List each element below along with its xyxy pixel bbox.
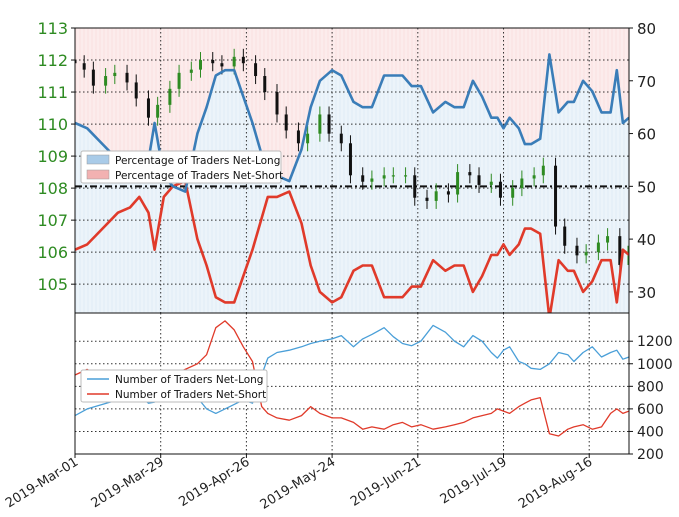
legends: Percentage of Traders Net-Long Percentage… [80, 150, 283, 403]
price-candle [211, 60, 215, 64]
price-candle [489, 181, 493, 185]
price-candles [75, 48, 629, 273]
price-candle [91, 69, 95, 86]
price-candle [339, 133, 343, 144]
price-candle [382, 175, 386, 179]
price-candle [254, 63, 258, 77]
price-candle [177, 72, 181, 89]
left-axis-tick-label: 105 [37, 275, 68, 294]
price-candle [327, 114, 331, 134]
left-axis-tick-label: 107 [37, 211, 68, 230]
left-axis-tick-label: 110 [37, 115, 68, 134]
price-candle [189, 69, 193, 73]
top-legend: Percentage of Traders Net-Long Percentage… [80, 150, 283, 184]
price-candle [125, 72, 129, 83]
price-candle [456, 172, 460, 195]
bottom-right-axis-tick-label: 1200 [637, 334, 673, 350]
price-candle [477, 175, 481, 185]
price-candle [361, 175, 365, 182]
price-candle [156, 104, 160, 118]
left-axis-tick-label: 111 [37, 83, 68, 102]
price-candle [370, 178, 374, 182]
right-axis-tick-label: 70 [637, 73, 656, 91]
right-axis-tick-label: 50 [637, 178, 656, 196]
price-candle [606, 236, 610, 243]
bottom-right-axis-tick-label: 200 [637, 447, 664, 463]
price-candle [554, 165, 558, 227]
price-candle [468, 172, 472, 176]
legend-swatch [86, 169, 110, 180]
legend-swatch [86, 154, 110, 165]
price-candle [575, 245, 579, 256]
x-axis-tick-label: 2019-Mar-01 [3, 455, 81, 512]
x-axis-tick-label: 2019-Jul-19 [438, 455, 510, 508]
price-candle [596, 242, 600, 253]
right-axis-tick-label: 40 [637, 231, 656, 249]
left-axis-tick-label: 113 [37, 19, 68, 38]
price-candle [348, 143, 352, 176]
x-axis-tick-label: 2019-Aug-16 [516, 455, 595, 512]
price-candle [134, 82, 138, 99]
price-candle [511, 188, 515, 198]
price-candle [168, 88, 172, 105]
left-axis-tick-label: 106 [37, 243, 68, 262]
price-candle [532, 175, 536, 179]
price-candle [306, 133, 310, 144]
legend-label: Number of Traders Net-Short [115, 389, 266, 401]
x-axis-tick-label: 2019-Apr-26 [176, 455, 252, 510]
legend-label: Percentage of Traders Net-Short [115, 170, 283, 182]
price-candle [263, 76, 267, 93]
price-candle [498, 181, 502, 198]
left-axis-tick-label: 108 [37, 179, 68, 198]
net-short-area [75, 28, 629, 192]
price-candle [146, 98, 150, 118]
left-axis-tick-label: 109 [37, 147, 68, 166]
price-candle [618, 236, 622, 265]
price-candle [82, 63, 86, 70]
right-axis-tick-label: 60 [637, 126, 656, 144]
price-candle [413, 175, 417, 198]
x-axis-tick-label: 2019-May-24 [258, 455, 339, 513]
price-candle [275, 92, 279, 115]
price-candle [434, 191, 438, 201]
price-candle [198, 60, 202, 70]
price-candle [232, 56, 236, 67]
price-candle [446, 191, 450, 195]
price-candle [220, 63, 224, 67]
panel-frames [74, 27, 630, 455]
net-long-pct-line [75, 53, 629, 193]
bottom-right-axis-tick-label: 400 [637, 424, 664, 440]
legend-label: Percentage of Traders Net-Long [115, 155, 280, 167]
bottom-panel-frame [74, 312, 630, 455]
price-candle [404, 175, 408, 177]
bottom-legend: Number of Traders Net-Long Number of Trad… [80, 369, 268, 403]
bottom-right-axis-tick-label: 1000 [637, 357, 673, 373]
right-axis-tick-label: 30 [637, 284, 656, 302]
right-axis-tick-label: 80 [637, 20, 656, 38]
legend-box [80, 369, 268, 403]
price-candle [75, 60, 77, 64]
legend-box [80, 150, 282, 184]
price-candle [391, 175, 395, 177]
price-candle [584, 252, 588, 256]
x-axis-tick-label: 2019-Jun-21 [348, 455, 424, 510]
net-long-area [75, 54, 629, 313]
x-axis-tick-label: 2019-Mar-29 [89, 455, 167, 512]
legend-label: Number of Traders Net-Long [115, 374, 263, 386]
bottom-right-axis-tick-label: 600 [637, 402, 664, 418]
left-axis-tick-label: 112 [37, 51, 68, 70]
price-candle [318, 114, 322, 134]
price-candle [541, 165, 545, 176]
price-candle [296, 130, 300, 144]
price-candle [520, 178, 524, 189]
price-candle [563, 226, 567, 246]
price-candle [104, 76, 108, 86]
price-candle [113, 72, 117, 77]
price-candle [241, 56, 245, 64]
price-candle [284, 114, 288, 131]
bottom-right-axis-tick-label: 800 [637, 379, 664, 395]
price-candle [425, 197, 429, 201]
